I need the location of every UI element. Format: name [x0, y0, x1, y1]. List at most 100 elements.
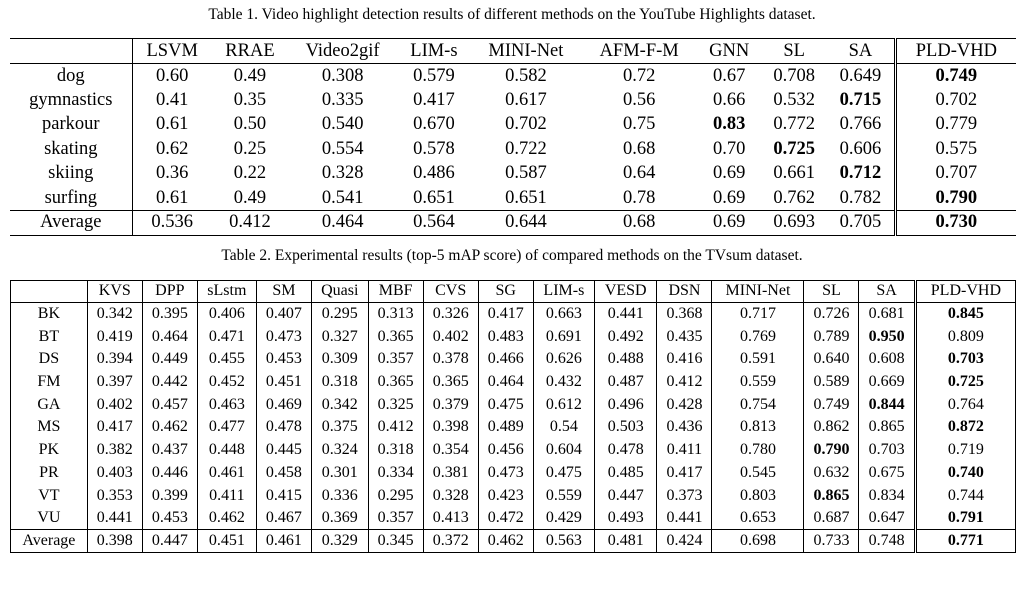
table-cell: 0.769 — [711, 325, 804, 349]
table-row: VT 0.353 0.399 0.411 0.415 0.336 0.295 0.328 0.4… — [10, 484, 1017, 507]
table-cell: 0.478 — [594, 438, 657, 462]
column-header: PLD-VHD — [913, 279, 1017, 304]
table-cell: 0.653 — [711, 506, 804, 530]
table-cell: 0.563 — [532, 529, 595, 553]
table-cell: 0.67 — [712, 65, 746, 86]
table-cell: 0.412 — [211, 210, 289, 236]
table-cell: 0.403 — [86, 461, 143, 485]
column-header: DSN — [656, 279, 712, 304]
table-cell: 0.740 — [913, 461, 1017, 485]
table-cell: 0.335 — [321, 89, 364, 110]
row-label: PR — [10, 461, 88, 485]
table-cell: 0.49 — [233, 187, 267, 208]
row-label: skiing — [10, 161, 133, 186]
table-cell: 0.411 — [656, 438, 712, 462]
table-row: PK 0.382 0.437 0.448 0.445 0.324 0.318 0.354 0.4… — [10, 438, 1017, 462]
table-row: surfing 0.61 0.49 0.541 0.651 0.651 0.78 0.69 0.… — [10, 186, 1016, 211]
table-cell: 0.441 — [656, 506, 712, 530]
table-cell: 0.313 — [367, 302, 424, 326]
table-cell: 0.473 — [255, 325, 312, 349]
table-cell: 0.471 — [196, 325, 257, 349]
table-cell: 0.862 — [803, 416, 859, 439]
table-cell: 0.325 — [367, 393, 424, 417]
table-cell: 0.395 — [141, 302, 198, 326]
table-cell: 0.698 — [711, 529, 804, 553]
table-cell: 0.411 — [196, 484, 257, 507]
table-cell: 0.612 — [532, 393, 595, 417]
row-label: PK — [10, 438, 88, 462]
table-cell: 0.647 — [858, 506, 916, 530]
table-cell: 0.436 — [656, 416, 712, 439]
column-header: DPP — [141, 279, 198, 304]
table-cell: 0.541 — [321, 187, 364, 208]
table-cell: 0.766 — [839, 114, 882, 135]
table-cell: 0.451 — [196, 529, 257, 553]
table-cell: 0.406 — [196, 302, 257, 326]
table-cell: 0.382 — [86, 438, 143, 462]
table-cell: 0.415 — [255, 484, 312, 507]
column-header: VESD — [594, 279, 657, 304]
table-cell: 0.564 — [397, 210, 471, 236]
table-cell: 0.345 — [367, 529, 424, 553]
table-cell: 0.578 — [413, 138, 455, 159]
table2-header-row: KVS DPP sLstm SM Quasi MBF CVS SG LIM-s VESD DSN MI… — [10, 279, 1017, 304]
table-cell: 0.64 — [622, 163, 656, 184]
table-cell: 0.782 — [839, 187, 882, 208]
table-cell: 0.608 — [858, 348, 916, 371]
table-cell: 0.651 — [413, 187, 455, 208]
table-cell: 0.398 — [422, 416, 479, 439]
table-row: Average 0.398 0.447 0.451 0.461 0.329 0.345 0.3… — [10, 529, 1017, 553]
table-cell: 0.478 — [255, 416, 312, 439]
table-cell: 0.72 — [622, 65, 656, 86]
table-cell: 0.469 — [255, 393, 312, 417]
table-cell: 0.329 — [310, 529, 369, 553]
table-cell: 0.703 — [913, 348, 1017, 371]
row-label: parkour — [10, 112, 133, 137]
table-cell: 0.726 — [803, 302, 859, 326]
column-header: Quasi — [310, 279, 369, 304]
table-cell: 0.75 — [622, 114, 656, 135]
table-row: PR 0.403 0.446 0.461 0.458 0.301 0.334 0.381 0.4… — [10, 461, 1017, 485]
table-cell: 0.416 — [656, 348, 712, 371]
table-cell: 0.402 — [422, 325, 479, 349]
tvsum-table: KVS DPP sLstm SM Quasi MBF CVS SG LIM-s VESD DSN MI… — [10, 279, 1017, 553]
table-cell: 0.725 — [913, 370, 1017, 394]
table-cell: 0.486 — [413, 163, 455, 184]
table-cell: 0.790 — [893, 186, 1016, 211]
column-header: PLD-VHD — [893, 38, 1016, 64]
table-cell: 0.462 — [141, 416, 198, 439]
table-cell: 0.834 — [858, 484, 916, 507]
table-cell: 0.25 — [233, 138, 267, 159]
table-cell: 0.442 — [141, 370, 198, 394]
table-cell: 0.369 — [310, 506, 369, 530]
table-row: dog 0.60 0.49 0.308 0.579 0.582 0.72 0.67 0.708 0… — [10, 63, 1016, 88]
table-cell: 0.22 — [233, 163, 267, 184]
table-cell: 0.488 — [594, 348, 657, 371]
table-cell: 0.464 — [141, 325, 198, 349]
table-cell: 0.432 — [532, 370, 595, 394]
row-label: VT — [10, 484, 88, 507]
table-cell: 0.865 — [858, 416, 916, 439]
table-cell: 0.357 — [367, 348, 424, 371]
column-header: SA — [858, 279, 916, 304]
table-cell: 0.398 — [86, 529, 143, 553]
table-cell: 0.464 — [477, 370, 534, 394]
table-cell: 0.378 — [422, 348, 479, 371]
table-cell: 0.35 — [233, 89, 267, 110]
table-cell: 0.559 — [711, 370, 804, 394]
table-cell: 0.61 — [156, 114, 189, 135]
table-cell: 0.579 — [413, 65, 455, 86]
table-cell: 0.754 — [711, 393, 804, 417]
table-cell: 0.342 — [310, 393, 369, 417]
table-cell: 0.725 — [773, 138, 815, 159]
table-cell: 0.536 — [132, 210, 212, 236]
table-cell: 0.681 — [858, 302, 916, 326]
table-row: GA 0.402 0.457 0.463 0.469 0.342 0.325 0.379 0.4… — [10, 393, 1017, 417]
table-cell: 0.772 — [773, 114, 815, 135]
column-header: Video2gif — [288, 38, 398, 64]
table-row: BK 0.342 0.395 0.406 0.407 0.295 0.313 0.326 0.4… — [10, 302, 1017, 326]
table-cell: 0.670 — [413, 114, 455, 135]
table-cell: 0.813 — [711, 416, 804, 439]
table-cell: 0.702 — [505, 114, 547, 135]
table-cell: 0.705 — [827, 210, 896, 236]
